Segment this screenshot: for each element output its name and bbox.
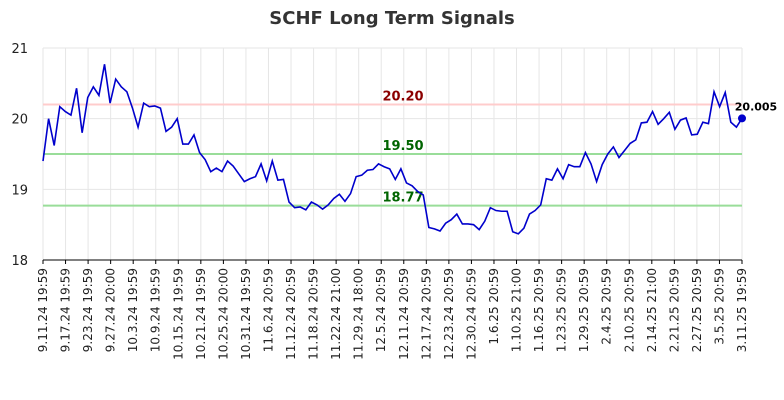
x-tick-label: 1.10.25 21:00 [510,268,524,352]
chart-title: SCHF Long Term Signals [269,8,515,29]
y-tick-label: 21 [11,42,28,57]
x-tick-label: 2.27.25 20:59 [690,268,704,352]
x-tick-label: 11.6.24 20:59 [261,268,275,352]
reference-label: 18.77 [382,191,423,206]
x-tick-label: 10.15.24 19:59 [171,268,185,360]
x-tick-label: 9.11.24 19:59 [36,268,50,352]
x-tick-label: 3.11.25 19:59 [735,268,749,352]
x-tick-label: 9.17.24 19:59 [59,268,73,352]
x-tick-label: 11.29.24 18:00 [352,268,366,360]
x-tick-label: 10.31.24 19:59 [239,268,253,360]
x-tick-label: 12.17.24 20:59 [419,268,433,360]
x-tick-label: 9.27.24 20:00 [104,268,118,352]
x-tick-label: 1.16.25 20:59 [532,268,546,352]
y-tick-label: 18 [11,254,28,269]
y-tick-label: 19 [11,183,28,198]
x-tick-label: 9.23.24 19:59 [81,268,95,352]
x-tick-label: 1.29.25 20:59 [577,268,591,352]
x-tick-label: 1.23.25 20:59 [555,268,569,352]
x-tick-label: 12.11.24 20:59 [397,268,411,360]
x-tick-label: 10.25.24 20:00 [216,268,230,360]
x-tick-label: 10.3.24 19:59 [126,268,140,352]
last-value-label: 20.005 [735,100,777,113]
x-tick-label: 1.6.25 20:59 [487,268,501,345]
y-tick-label: 20 [11,113,28,128]
x-tick-label: 10.21.24 19:59 [194,268,208,360]
x-tick-label: 12.23.24 20:59 [442,268,456,360]
x-tick-label: 12.30.24 20:59 [464,268,478,360]
x-tick-label: 12.5.24 20:59 [374,268,388,352]
price-line [42,64,743,235]
reference-label: 20.20 [382,90,423,105]
x-tick-label: 2.21.25 20:59 [667,268,681,352]
x-tick-label: 2.14.25 21:00 [645,268,659,352]
x-tick-label: 2.10.25 20:59 [622,268,636,352]
last-point-marker [738,114,746,123]
x-tick-label: 2.4.25 20:59 [600,268,614,345]
x-tick-label: 11.12.24 20:59 [284,268,298,360]
x-tick-label: 11.22.24 21:00 [329,268,343,360]
x-tick-label: 10.9.24 19:59 [149,268,163,352]
reference-label: 19.50 [382,139,423,154]
x-tick-label: 11.18.24 20:59 [307,268,321,360]
x-tick-label: 3.5.25 20:59 [712,268,726,345]
